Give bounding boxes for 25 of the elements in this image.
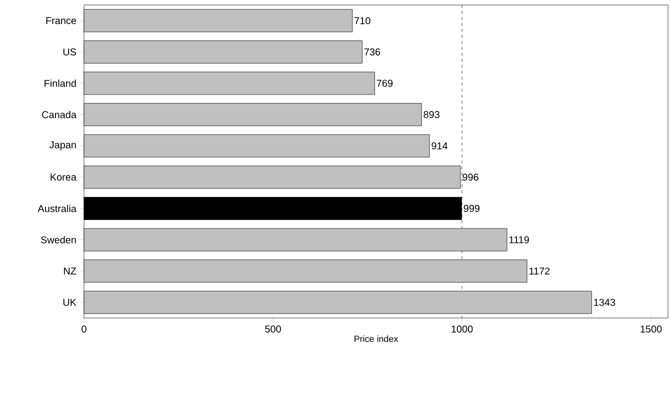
- x-tick-label: 1000: [452, 326, 473, 333]
- data-label: 710: [354, 17, 370, 24]
- data-label: 914: [432, 142, 448, 150]
- y-tick-label: US: [63, 48, 76, 56]
- y-tick-label: Sweden: [40, 236, 76, 244]
- y-tick-label: France: [46, 17, 76, 24]
- data-label: 736: [364, 48, 380, 56]
- y-tick-label: Australia: [38, 204, 76, 212]
- y-tick-label: Japan: [49, 141, 76, 150]
- data-label: 893: [424, 111, 440, 118]
- data-label: 769: [376, 80, 393, 87]
- data-label: 1343: [594, 298, 616, 306]
- data-label: 1172: [529, 268, 550, 275]
- x-tick-label: 500: [265, 326, 281, 333]
- data-label: 996: [462, 174, 478, 181]
- x-axis-title: Price index: [354, 335, 398, 342]
- data-label: 999: [464, 204, 480, 212]
- y-tick-label: Korea: [50, 174, 76, 181]
- x-tick-label: 1500: [640, 326, 662, 333]
- y-tick-label: NZ: [64, 268, 76, 274]
- data-label: 1119: [509, 236, 529, 244]
- y-tick-label: UK: [63, 298, 76, 306]
- y-tick-label: Finland: [44, 80, 76, 87]
- x-tick-label: 0: [82, 326, 86, 333]
- y-tick-label: Canada: [42, 110, 76, 118]
